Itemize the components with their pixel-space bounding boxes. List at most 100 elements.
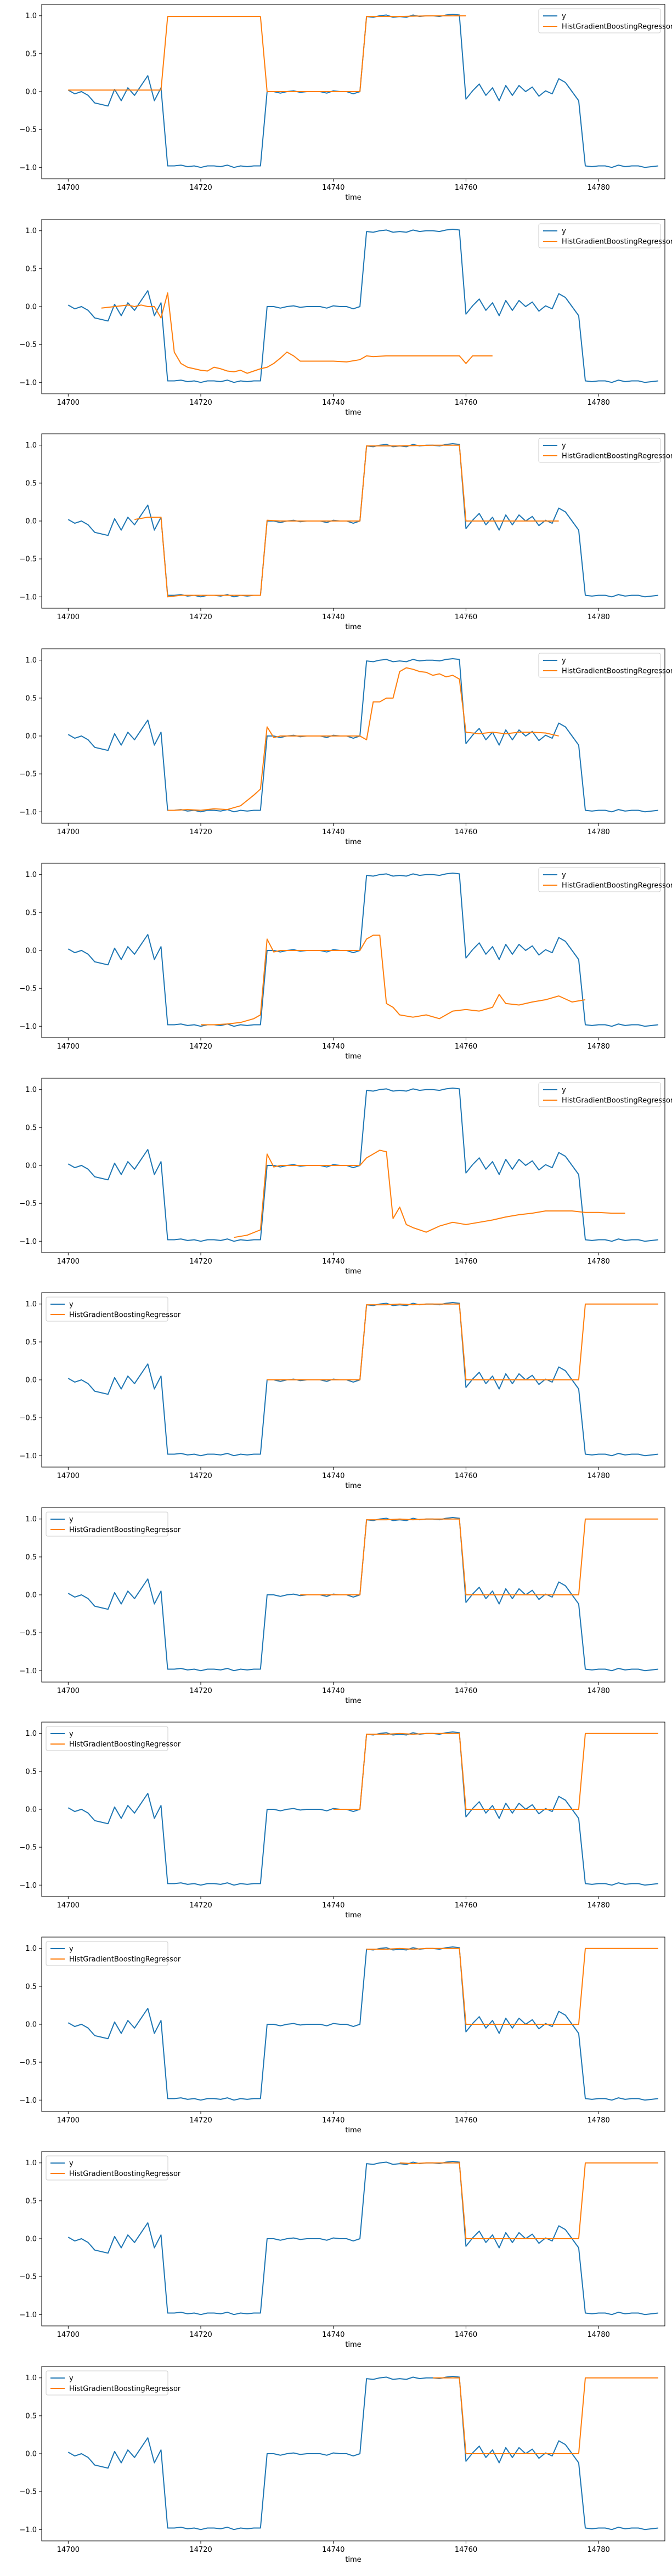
- series-line-y: [67, 1302, 659, 1457]
- y-tick-label: −0.5: [19, 556, 37, 564]
- x-tick-label: 14700: [57, 1472, 80, 1480]
- y-tick-label: 0.5: [25, 694, 37, 703]
- y-tick-label: −0.5: [19, 2273, 37, 2281]
- legend-box: [46, 2370, 168, 2395]
- x-tick-label: 14780: [587, 613, 609, 621]
- legend: y HistGradientBoostingRegressor: [46, 1297, 181, 1322]
- y-tick-label: 1.0: [25, 1086, 37, 1094]
- chart-svg: 14700 14720 14740 14760 14780 −1.0 −0.5 0.0 0.5 1…: [19, 2151, 665, 2349]
- y-tick-label: −0.5: [19, 1629, 37, 1637]
- x-tick-label: 14740: [322, 1687, 345, 1695]
- y-tick-label: 1.0: [25, 227, 37, 235]
- y-tick-label: −1.0: [19, 2096, 37, 2104]
- series-line-y: [67, 1946, 659, 2101]
- x-axis-label: time: [345, 1697, 361, 1705]
- x-tick-label: 14780: [587, 1901, 609, 1910]
- x-tick-label: 14740: [322, 184, 345, 192]
- chart-panel-3: 14700 14720 14740 14760 14780 −1.0 −0.5 0.0 0.5 1…: [0, 429, 672, 643]
- x-tick-label: 14720: [189, 1687, 212, 1695]
- y-tick-label: −1.0: [19, 808, 37, 816]
- y-tick-label: −0.5: [19, 1844, 37, 1852]
- x-axis-label: time: [345, 2341, 361, 2349]
- legend-label: HistGradientBoostingRegressor: [69, 1741, 181, 1749]
- x-tick-label: 14760: [455, 1901, 477, 1910]
- legend-label: y: [562, 13, 566, 21]
- y-tick-label: 0.5: [25, 1768, 37, 1776]
- x-tick-label: 14700: [57, 1901, 80, 1910]
- series-line-prediction: [300, 1518, 658, 1595]
- x-tick-label: 14720: [189, 1043, 212, 1051]
- x-tick-label: 14740: [322, 2331, 345, 2339]
- y-tick-label: 1.0: [25, 2159, 37, 2167]
- x-tick-label: 14760: [455, 399, 477, 407]
- y-tick-label: 0.5: [25, 1124, 37, 1132]
- legend-label: y: [69, 1301, 74, 1309]
- y-tick-label: 0.0: [25, 2450, 37, 2458]
- series-line-prediction: [433, 2377, 658, 2454]
- x-tick-label: 14780: [587, 828, 609, 836]
- x-tick-label: 14760: [455, 1687, 477, 1695]
- x-tick-label: 14740: [322, 1043, 345, 1051]
- chart-panel-8: 14700 14720 14740 14760 14780 −1.0 −0.5 0.0 0.5 1…: [0, 1503, 672, 1717]
- x-tick-label: 14700: [57, 2116, 80, 2125]
- x-tick-label: 14740: [322, 1472, 345, 1480]
- legend-label: HistGradientBoostingRegressor: [69, 1311, 181, 1320]
- legend-label: HistGradientBoostingRegressor: [562, 452, 672, 461]
- legend-box: [46, 1726, 168, 1751]
- x-axis-label: time: [345, 2556, 361, 2564]
- x-tick-label: 14740: [322, 2116, 345, 2125]
- x-tick-label: 14780: [587, 1472, 609, 1480]
- legend-label: y: [562, 442, 566, 450]
- y-tick-label: −1.0: [19, 2526, 37, 2534]
- chart-panel-5: 14700 14720 14740 14760 14780 −1.0 −0.5 0.0 0.5 1…: [0, 859, 672, 1073]
- x-tick-label: 14700: [57, 1258, 80, 1266]
- y-tick-label: −1.0: [19, 1237, 37, 1245]
- series-line-y: [67, 1087, 659, 1242]
- y-tick-label: −0.5: [19, 1414, 37, 1423]
- y-tick-label: −1.0: [19, 378, 37, 387]
- legend-label: HistGradientBoostingRegressor: [562, 667, 672, 675]
- y-tick-label: 0.0: [25, 518, 37, 526]
- y-tick-label: 0.5: [25, 50, 37, 58]
- y-tick-label: 0.5: [25, 1983, 37, 1991]
- y-tick-label: −1.0: [19, 1452, 37, 1460]
- legend-box: [46, 1297, 168, 1322]
- chart-svg: 14700 14720 14740 14760 14780 −1.0 −0.5 0.0 0.5 1…: [19, 863, 672, 1061]
- legend-box: [46, 1511, 168, 1536]
- y-tick-label: 1.0: [25, 656, 37, 665]
- y-tick-label: 0.5: [25, 2412, 37, 2420]
- legend: y HistGradientBoostingRegressor: [46, 2155, 181, 2181]
- x-tick-label: 14700: [57, 613, 80, 621]
- x-axis-label: time: [345, 1911, 361, 1920]
- y-tick-label: −1.0: [19, 2311, 37, 2319]
- legend-label: HistGradientBoostingRegressor: [69, 1955, 181, 1963]
- series-line-prediction: [267, 1303, 658, 1380]
- chart-panel-7: 14700 14720 14740 14760 14780 −1.0 −0.5 0.0 0.5 1…: [0, 1288, 672, 1502]
- chart-svg: 14700 14720 14740 14760 14780 −1.0 −0.5 0.0 0.5 1…: [19, 4, 672, 202]
- y-tick-label: 1.0: [25, 1730, 37, 1738]
- legend: y HistGradientBoostingRegressor: [538, 8, 672, 33]
- legend-label: y: [562, 871, 566, 880]
- legend-label: HistGradientBoostingRegressor: [69, 2385, 181, 2393]
- y-tick-label: 0.5: [25, 1553, 37, 1561]
- legend: y HistGradientBoostingRegressor: [538, 223, 672, 248]
- x-tick-label: 14760: [455, 2546, 477, 2554]
- legend-box: [538, 867, 661, 892]
- x-tick-label: 14780: [587, 399, 609, 407]
- chart-panel-1: 14700 14720 14740 14760 14780 −1.0 −0.5 0.0 0.5 1…: [0, 0, 672, 214]
- legend: y HistGradientBoostingRegressor: [538, 1082, 672, 1107]
- x-tick-label: 14780: [587, 2546, 609, 2554]
- series-line-y: [67, 443, 659, 598]
- x-tick-label: 14720: [189, 2331, 212, 2339]
- y-tick-label: −1.0: [19, 1882, 37, 1890]
- series-line-y: [67, 2375, 659, 2530]
- chart-svg: 14700 14720 14740 14760 14780 −1.0 −0.5 0.0 0.5 1…: [19, 219, 672, 417]
- y-tick-label: 0.5: [25, 479, 37, 488]
- x-tick-label: 14760: [455, 2331, 477, 2339]
- y-tick-label: −0.5: [19, 985, 37, 993]
- legend: y HistGradientBoostingRegressor: [538, 438, 672, 463]
- legend: y HistGradientBoostingRegressor: [46, 1511, 181, 1536]
- chart-svg: 14700 14720 14740 14760 14780 −1.0 −0.5 0.0 0.5 1…: [19, 1937, 665, 2135]
- series-line-prediction: [167, 667, 559, 811]
- series-line-prediction: [101, 292, 493, 374]
